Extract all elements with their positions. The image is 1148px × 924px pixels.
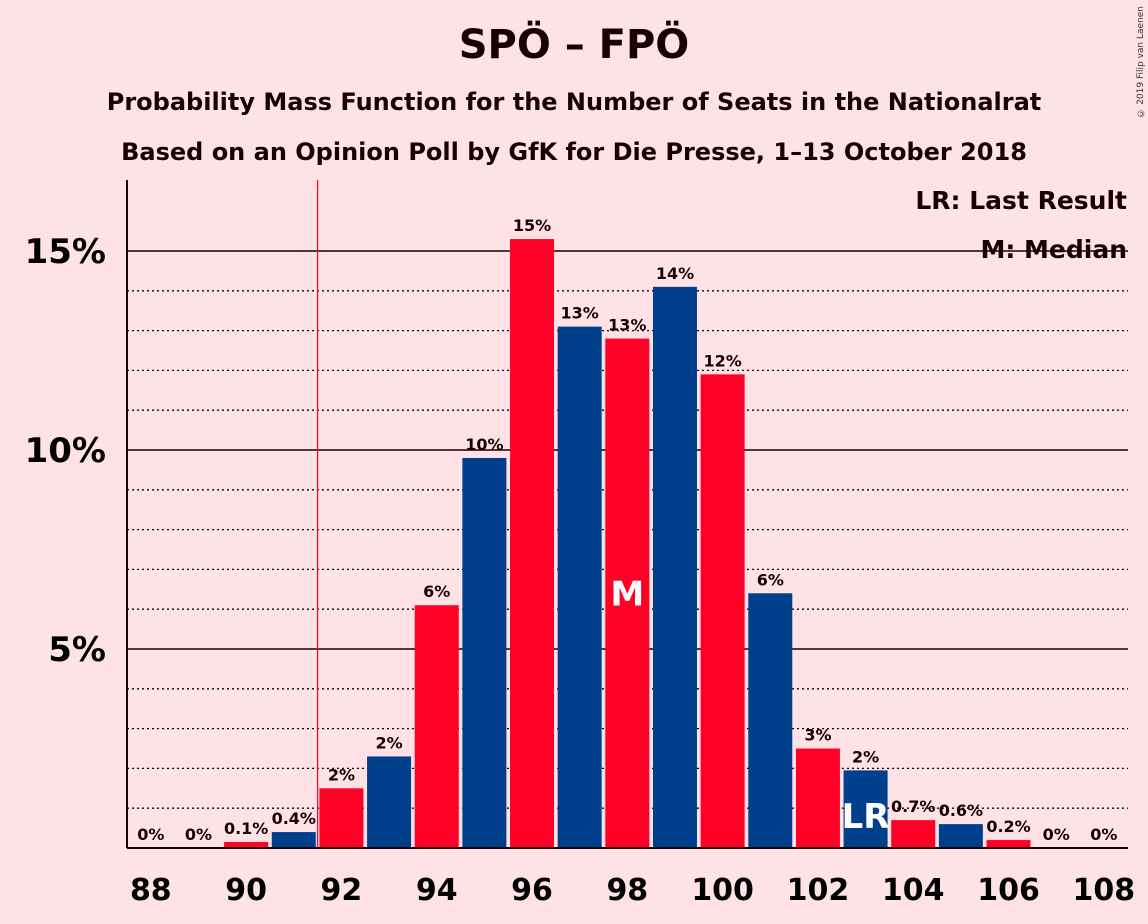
bar-seat-106 <box>986 840 1031 848</box>
chart-source-line: Based on an Opinion Poll by GfK for Die … <box>121 138 1027 166</box>
bar-seat-94 <box>414 605 459 848</box>
bar-value-label: 2% <box>375 733 402 752</box>
last-result-marker: LR <box>842 797 890 837</box>
bar-value-label: 0.6% <box>939 801 983 820</box>
bar-value-label: 0% <box>185 825 212 844</box>
x-tick-label: 104 <box>882 873 945 908</box>
chart-subtitle: Probability Mass Function for the Number… <box>106 88 1042 116</box>
x-tick-label: 106 <box>977 873 1040 908</box>
bar-seat-105 <box>938 824 983 848</box>
bar-seat-104 <box>891 820 936 848</box>
bar-value-label: 13% <box>561 304 599 323</box>
x-tick-label: 96 <box>511 873 553 908</box>
bar-value-label: 0% <box>1090 825 1117 844</box>
bar-value-label: 0.2% <box>986 817 1030 836</box>
bar-value-label: 0% <box>1043 825 1070 844</box>
x-tick-label: 88 <box>130 873 172 908</box>
bar-seat-91 <box>271 832 316 848</box>
bar-seat-90 <box>224 842 269 848</box>
bar-value-label: 6% <box>423 582 450 601</box>
bar-value-label: 3% <box>804 726 831 745</box>
bar-seat-102 <box>795 748 840 848</box>
x-tick-label: 108 <box>1073 873 1136 908</box>
bar-value-label: 2% <box>328 765 355 784</box>
legend-last-result: LR: Last Result <box>915 186 1127 215</box>
x-tick-label: 98 <box>606 873 648 908</box>
bar-value-label: 10% <box>465 435 503 454</box>
bar-value-label: 0.1% <box>224 819 268 838</box>
bar-value-label: 13% <box>608 316 646 335</box>
x-tick-label: 92 <box>321 873 363 908</box>
y-tick-label: 10% <box>25 431 106 471</box>
bars: 0% 0% 0.1%0.4% 2% 2% 6% 10% 15% 13% 13% 14% 12% 6% 3%… <box>137 216 1117 848</box>
legend-median: M: Median <box>980 235 1127 264</box>
legend: LR: Last Result M: Median <box>915 186 1127 264</box>
bar-value-label: 6% <box>757 570 784 589</box>
x-tick-label: 90 <box>225 873 267 908</box>
x-tick-label: 94 <box>416 873 458 908</box>
x-tick-label: 102 <box>787 873 850 908</box>
bar-seat-99 <box>652 286 697 848</box>
bar-value-label: 0.4% <box>272 809 316 828</box>
bar-seat-95 <box>462 457 507 848</box>
bar-seat-96 <box>510 239 555 848</box>
bar-seat-100 <box>700 374 745 848</box>
bar-seat-103 <box>843 770 888 848</box>
y-tick-label: 5% <box>48 630 106 670</box>
x-tick-label: 100 <box>691 873 754 908</box>
axes: 5% 10% 15% 88 90 92 94 96 98 100 102 104 106 108 <box>25 180 1136 908</box>
bar-value-label: 0% <box>137 825 164 844</box>
bar-seat-92 <box>319 788 364 848</box>
bar-value-label: 2% <box>852 747 879 766</box>
bar-value-label: 0.7% <box>891 797 935 816</box>
bar-value-label: 15% <box>513 216 551 235</box>
bar-seat-98 <box>605 338 650 848</box>
bar-seat-93 <box>367 756 412 848</box>
bar-value-label: 12% <box>703 351 741 370</box>
bar-seat-97 <box>557 326 602 848</box>
y-tick-label: 15% <box>25 232 106 272</box>
bar-seat-101 <box>748 593 793 848</box>
chart-title: SPÖ – FPÖ <box>458 22 690 68</box>
median-marker: M <box>610 574 644 614</box>
bar-value-label: 14% <box>656 264 694 283</box>
